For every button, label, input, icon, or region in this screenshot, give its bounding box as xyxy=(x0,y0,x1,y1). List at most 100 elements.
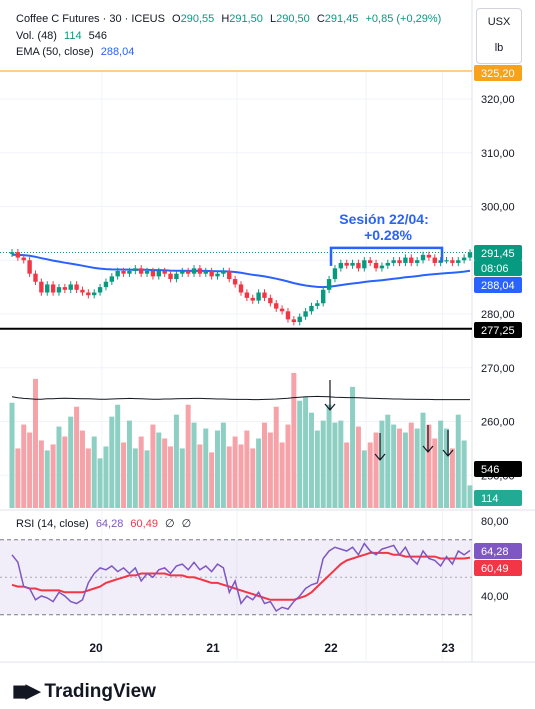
volume-bar-19 xyxy=(121,442,127,508)
candle-body-28 xyxy=(174,273,179,280)
candle-body-32 xyxy=(197,268,203,274)
candle-65 xyxy=(391,257,396,267)
candle-44 xyxy=(268,294,273,307)
candle-2 xyxy=(21,254,26,264)
candle-body-74 xyxy=(444,260,449,262)
candle-body-44 xyxy=(268,297,273,304)
candle-body-8 xyxy=(56,287,62,293)
volume-bar-12 xyxy=(79,430,85,508)
volume-bar-67 xyxy=(402,432,408,508)
volume-bar-66 xyxy=(397,428,403,508)
badge-bg-5 xyxy=(474,461,522,477)
candle-32 xyxy=(197,265,203,277)
candle-body-66 xyxy=(397,260,402,263)
volume-bar-36 xyxy=(220,422,226,508)
candle-23 xyxy=(144,267,150,277)
rsi-badge-text-1: 60,49 xyxy=(481,563,509,575)
candle-40 xyxy=(244,289,250,302)
candle-body-57 xyxy=(344,262,349,266)
candle-41 xyxy=(250,294,255,304)
candle-body-4 xyxy=(33,273,38,282)
rsi-ma-value: 60,49 xyxy=(130,518,158,530)
price-tick-2: 300,00 xyxy=(481,202,515,214)
candle-body-16 xyxy=(103,281,109,288)
rsi-badge-0: 64,28 xyxy=(474,543,522,559)
candle-body-5 xyxy=(39,281,44,293)
volume-bar-52 xyxy=(314,430,320,508)
volume-value: 114 xyxy=(64,30,82,42)
badge-bg-4 xyxy=(474,322,522,338)
low-label: L xyxy=(269,13,277,25)
unit-label: lb xyxy=(494,42,504,54)
volume-bar-43 xyxy=(261,422,267,508)
price-tick-5: 270,00 xyxy=(481,363,515,375)
arrow-head-0 xyxy=(324,403,336,411)
tradingview-logo[interactable]: ◼▶ TradingView xyxy=(12,680,156,703)
volume-ma-value: 546 xyxy=(88,30,107,42)
candle-body-42 xyxy=(256,292,261,301)
volume-bar-14 xyxy=(91,436,97,508)
candle-body-56 xyxy=(338,262,344,269)
candle-25 xyxy=(156,267,161,280)
volume-bar-39 xyxy=(238,444,244,508)
candle-10 xyxy=(68,281,73,294)
volume-bar-11 xyxy=(74,406,80,508)
rsi-label: RSI (14, close) xyxy=(16,518,89,530)
volume-bar-46 xyxy=(279,442,285,508)
badge-text-5: 546 xyxy=(481,464,499,476)
candle-45 xyxy=(274,300,279,312)
badge-bg-1 xyxy=(474,245,522,261)
candle-body-24 xyxy=(150,271,156,277)
badge-5: 546 xyxy=(474,461,522,477)
candle-body-62 xyxy=(373,262,379,269)
candle-28 xyxy=(174,270,179,283)
high-label: H xyxy=(221,13,230,25)
volume-bar-44 xyxy=(267,432,273,508)
volume-legend: Vol. (48) 114 546 xyxy=(16,30,111,42)
price-badges: 325,20 291,45 08:06 288,04 277,25 546 114 64,28… xyxy=(474,65,522,576)
volume-bar-61 xyxy=(367,442,373,508)
badge-0: 325,20 xyxy=(474,65,522,81)
ohlc-legend: Coffee C Futures · 30 · ICEUS O290,55 H2… xyxy=(16,13,445,25)
candle-body-10 xyxy=(68,284,73,290)
rsi-tick-1: 40,00 xyxy=(481,591,509,603)
candle-1 xyxy=(15,248,21,261)
candle-67 xyxy=(403,254,408,267)
candle-body-46 xyxy=(279,308,285,312)
price-tick-0: 320,00 xyxy=(481,94,515,106)
candles xyxy=(9,248,473,326)
candle-34 xyxy=(209,267,214,280)
candle-59 xyxy=(356,259,361,272)
candle-body-9 xyxy=(62,287,68,290)
candle-52 xyxy=(315,300,320,310)
currency-unit-button[interactable]: USX lb xyxy=(476,8,522,64)
rsi-badge-text-0: 64,28 xyxy=(481,546,509,558)
volume-bar-49 xyxy=(297,400,303,508)
candle-36 xyxy=(221,267,226,277)
volume-bar-68 xyxy=(408,422,414,508)
candle-74 xyxy=(444,257,449,264)
volume-bar-34 xyxy=(209,452,215,508)
badge-6: 114 xyxy=(474,490,522,506)
candle-body-63 xyxy=(379,265,385,269)
candle-19 xyxy=(121,267,126,277)
candle-body-27 xyxy=(168,273,173,280)
candle-body-67 xyxy=(403,257,408,263)
candle-body-12 xyxy=(80,289,85,293)
volume-bar-37 xyxy=(226,446,232,508)
close-label: C xyxy=(316,13,325,25)
badge-text-6: 114 xyxy=(481,493,499,505)
volume-bar-74 xyxy=(444,428,450,508)
badge-text-2: 08:06 xyxy=(481,263,509,275)
candle-body-72 xyxy=(432,257,437,263)
volume-bar-35 xyxy=(215,430,221,508)
candle-53 xyxy=(321,286,326,307)
candle-body-38 xyxy=(232,279,238,285)
volume-bar-59 xyxy=(355,426,361,508)
price-lines xyxy=(0,70,472,330)
volume-bar-29 xyxy=(179,448,185,508)
volume-bar-78 xyxy=(467,485,473,508)
volume-bar-33 xyxy=(203,428,209,508)
volume-bar-9 xyxy=(62,436,68,508)
volume-bar-20 xyxy=(126,420,132,508)
